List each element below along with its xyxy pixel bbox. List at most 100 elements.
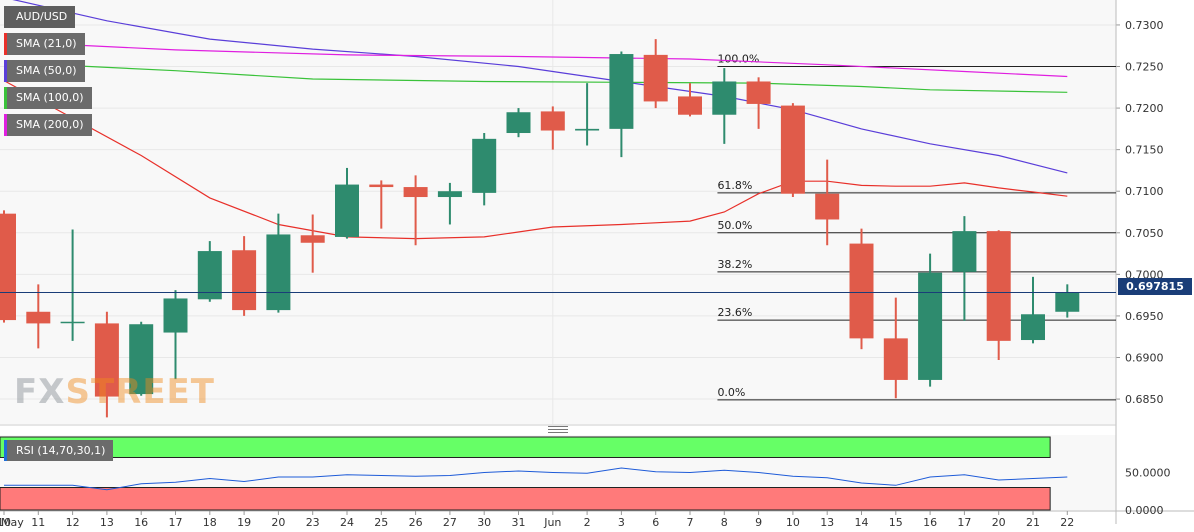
x-tick-label: Jun (543, 516, 561, 529)
candle-body (609, 54, 634, 129)
x-tick-label: 20 (992, 516, 1006, 529)
x-tick-label: 17 (169, 516, 183, 529)
candle-body (540, 111, 565, 131)
candle-body (1021, 314, 1045, 341)
x-tick-label: 16 (134, 516, 148, 529)
x-tick-label: 25 (374, 516, 388, 529)
watermark-part2: STREET (65, 372, 215, 412)
legend-symbol-label: AUD/USD (16, 10, 68, 23)
x-tick-label: 23 (306, 516, 320, 529)
x-tick-label: 7 (687, 516, 694, 529)
y-tick-label: 0.7050 (1125, 227, 1164, 240)
candle-body (197, 251, 222, 300)
legend-label: SMA (200,0) (16, 118, 84, 131)
pane-resize-handle[interactable] (548, 426, 568, 433)
price-pane-background (0, 0, 1116, 424)
y-tick-label: 0.7100 (1125, 185, 1164, 198)
legend-swatch (4, 33, 7, 55)
candle-body (883, 338, 908, 380)
x-tick-label: 16 (923, 516, 937, 529)
candle-body (129, 324, 154, 395)
y-tick-label: 0.7150 (1125, 144, 1164, 157)
x-tick-label: 11 (31, 516, 45, 529)
candle-body (952, 231, 977, 272)
x-tick-label: 20 (271, 516, 285, 529)
legend-label: SMA (50,0) (16, 64, 77, 77)
x-tick-label: 24 (340, 516, 354, 529)
legend-sma-100[interactable]: SMA (100,0) (4, 87, 92, 109)
candle-body (26, 311, 51, 324)
rsi-oversold-zone (0, 487, 1051, 511)
sma-line (3, 41, 1068, 78)
candle-body (403, 187, 428, 198)
y-tick-label: 0.6900 (1125, 351, 1164, 364)
candle-body (232, 250, 257, 311)
fib-level-label: 38.2% (717, 258, 752, 271)
y-tick-label: 0.6950 (1125, 310, 1164, 323)
legend: AUD/USD SMA (21,0) SMA (50,0) SMA (100,0… (4, 6, 92, 141)
last-price-tag: 0.697815 (1118, 278, 1192, 295)
candle-body (575, 128, 600, 131)
watermark-logo: FXSTREET (14, 372, 215, 412)
sma-line (3, 80, 1068, 240)
fib-level-label: 23.6% (717, 306, 752, 319)
candle-body (918, 272, 943, 380)
x-tick-label: 6 (652, 516, 659, 529)
x-tick-label: 12 (66, 516, 80, 529)
x-tick-label: May (1, 516, 24, 529)
x-tick-label: 9 (755, 516, 762, 529)
candle-body (472, 138, 497, 193)
watermark-part1: FX (14, 372, 66, 412)
legend-swatch (4, 114, 7, 136)
y-tick-label: 0.6850 (1125, 393, 1164, 406)
fib-level-label: 100.0% (717, 53, 759, 66)
legend-swatch (4, 440, 7, 461)
legend-label: SMA (21,0) (16, 37, 77, 50)
candle-body (0, 213, 16, 321)
rsi-overbought-zone (0, 436, 1051, 458)
x-tick-label: 8 (721, 516, 728, 529)
y-tick-label: 0.7250 (1125, 61, 1164, 74)
legend-swatch (4, 60, 7, 82)
fib-level-label: 61.8% (717, 179, 752, 192)
x-tick-label: 31 (512, 516, 526, 529)
legend-label: SMA (100,0) (16, 91, 84, 104)
candle-body (712, 81, 737, 115)
x-tick-label: 2 (584, 516, 591, 529)
x-tick-label: 17 (957, 516, 971, 529)
x-tick-label: 27 (443, 516, 457, 529)
x-tick-label: 30 (477, 516, 491, 529)
x-tick-label: 14 (855, 516, 869, 529)
y-tick-label: 0.7200 (1125, 102, 1164, 115)
candle-body (678, 96, 702, 115)
legend-sma-50[interactable]: SMA (50,0) (4, 60, 85, 82)
x-tick-label: 13 (100, 516, 114, 529)
x-tick-label: 13 (820, 516, 834, 529)
candle-body (163, 298, 188, 333)
x-tick-label: 18 (203, 516, 217, 529)
candle-body (437, 191, 462, 198)
candle-body (60, 321, 85, 324)
rsi-legend-label: RSI (14,70,30,1) (16, 444, 106, 457)
candle-body (1055, 292, 1080, 312)
candle-body (266, 234, 291, 311)
candle-body (746, 81, 771, 104)
rsi-line (4, 467, 1068, 491)
x-tick-label: 10 (786, 516, 800, 529)
fib-level-label: 50.0% (717, 219, 752, 232)
rsi-y-tick-label: 0.0000 (1125, 504, 1164, 517)
candle-body (506, 112, 531, 134)
candle-body (300, 235, 325, 243)
x-tick-label: 21 (1026, 516, 1040, 529)
x-tick-label: 26 (409, 516, 423, 529)
candle-body (986, 231, 1011, 341)
x-tick-label: 3 (618, 516, 625, 529)
rsi-legend[interactable]: RSI (14,70,30,1) (4, 440, 114, 461)
legend-sma-200[interactable]: SMA (200,0) (4, 114, 92, 136)
legend-sma-21[interactable]: SMA (21,0) (4, 33, 85, 55)
candle-body (94, 323, 119, 397)
candle-body (335, 184, 359, 237)
legend-symbol[interactable]: AUD/USD (4, 6, 76, 28)
candle-body (369, 184, 394, 188)
